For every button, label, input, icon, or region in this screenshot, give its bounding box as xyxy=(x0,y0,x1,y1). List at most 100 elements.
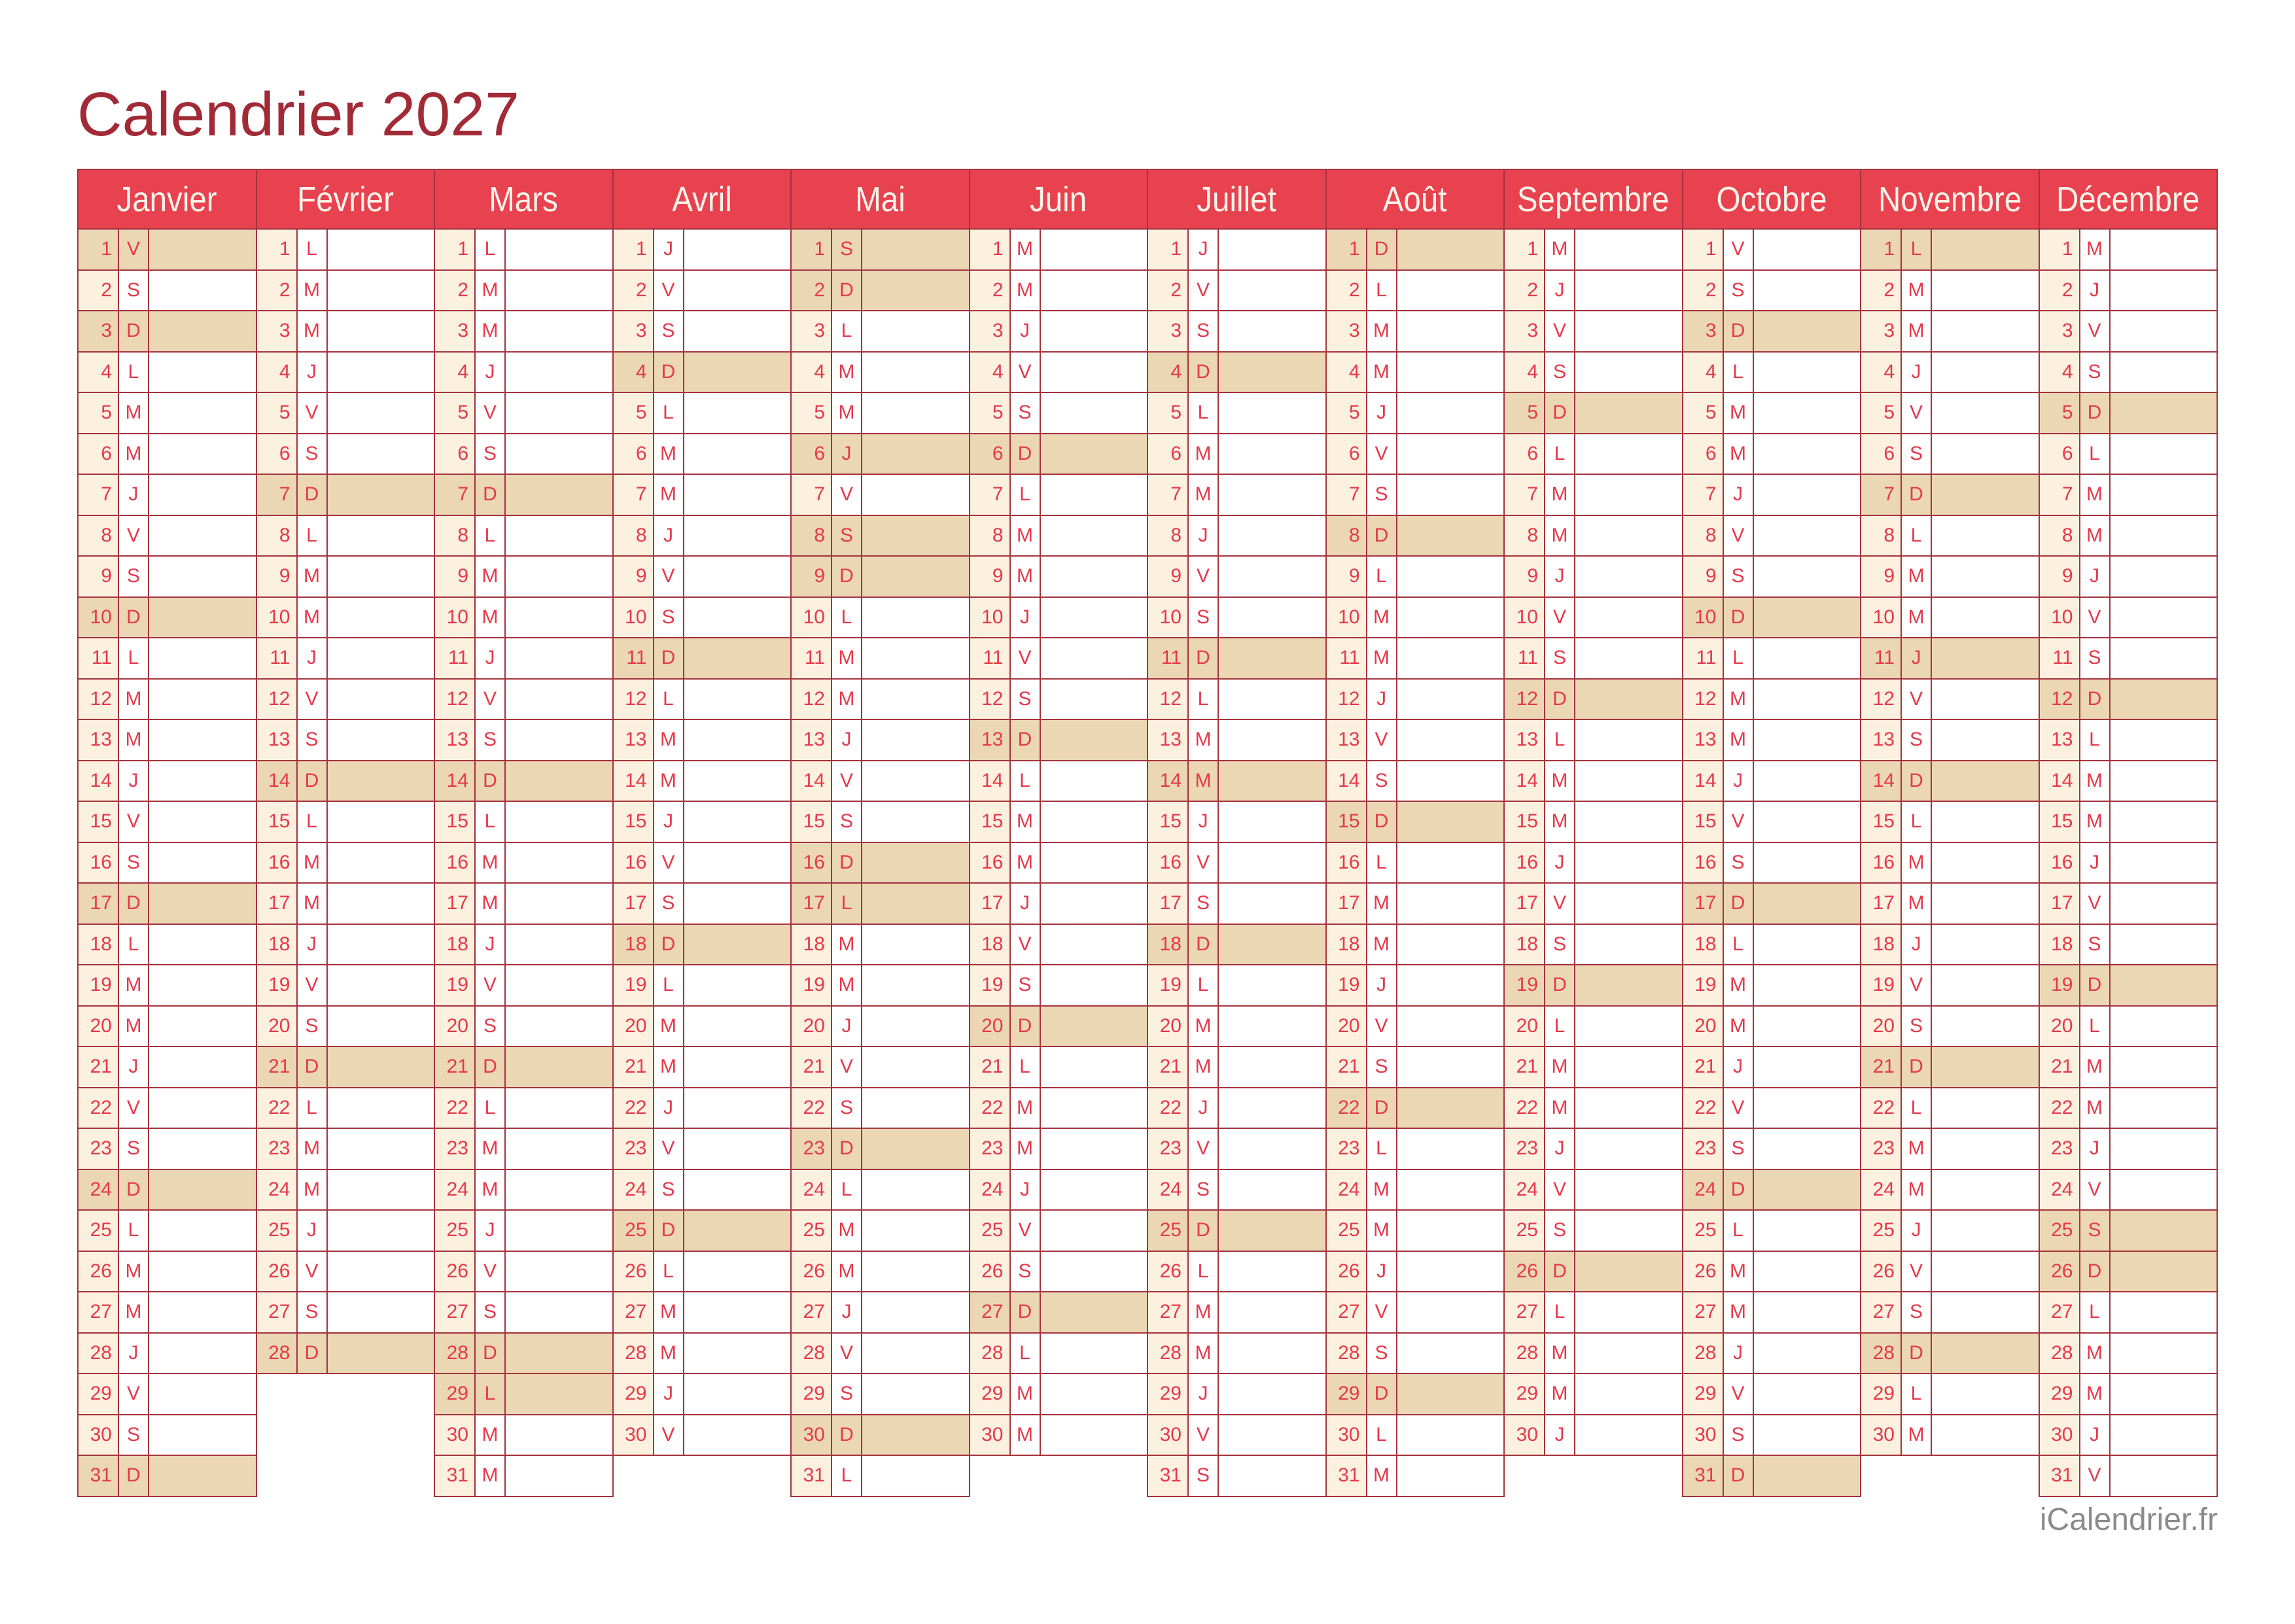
weekday-letter-cell: L xyxy=(1723,1211,1754,1252)
weekday-letter-cell: M xyxy=(1367,924,1397,965)
day-row: 20 M xyxy=(1147,1006,1327,1047)
notes-filler-cell xyxy=(1753,515,1861,557)
day-number-cell: 1 xyxy=(1681,230,1724,271)
weekday-letter-cell: D xyxy=(2080,965,2111,1007)
notes-filler-cell xyxy=(149,434,257,475)
day-number-cell: 24 xyxy=(1147,1169,1189,1211)
weekday-letter-cell: J xyxy=(1010,1169,1041,1211)
day-number-cell: 16 xyxy=(612,842,654,884)
weekday-letter-cell: M xyxy=(1367,311,1397,353)
day-number-cell: 27 xyxy=(1681,1292,1724,1334)
day-row: 15 V xyxy=(77,802,257,843)
notes-filler-cell xyxy=(1932,1006,2040,1047)
notes-filler-cell xyxy=(149,475,257,516)
day-row: 13 M xyxy=(77,720,257,761)
day-row: 24 V xyxy=(1503,1169,1683,1211)
weekday-letter-cell: M xyxy=(1902,1169,1932,1211)
day-number-cell: 2 xyxy=(968,270,1011,311)
notes-filler-cell xyxy=(1575,1088,1683,1129)
notes-filler-cell xyxy=(2110,679,2218,720)
day-number-cell: 3 xyxy=(2038,311,2080,353)
notes-filler-cell xyxy=(506,1292,614,1334)
notes-filler-cell xyxy=(327,1088,435,1129)
month-column-fevrier: Février 1 L 2 M 3 M 4 J 5 V 6 S 7 D 8 L 9 M 10 M 11 J 12 V 13 S 14 D… xyxy=(255,169,435,1374)
notes-filler-cell xyxy=(2110,1251,2218,1292)
day-row-highlighted: 14 D xyxy=(255,761,435,802)
day-number-cell: 15 xyxy=(968,802,1011,843)
day-number-cell: 29 xyxy=(1147,1374,1189,1415)
day-row: 27 M xyxy=(612,1292,792,1334)
notes-filler-cell xyxy=(327,842,435,884)
notes-filler-cell xyxy=(1219,924,1327,965)
day-number-cell: 5 xyxy=(1860,393,1902,434)
day-row: 15 L xyxy=(255,802,435,843)
weekday-letter-cell: J xyxy=(1367,393,1397,434)
notes-filler-cell xyxy=(1219,434,1327,475)
notes-filler-cell xyxy=(1219,475,1327,516)
day-row-highlighted: 14 M xyxy=(1147,761,1327,802)
weekday-letter-cell: V xyxy=(1189,842,1219,884)
notes-filler-cell xyxy=(1040,1088,1148,1129)
day-row: 29 J xyxy=(1147,1374,1327,1415)
notes-filler-cell xyxy=(1219,884,1327,925)
page-title: Calendrier 2027 xyxy=(77,80,519,149)
month-name-label: Juillet xyxy=(1197,179,1276,219)
notes-filler-cell xyxy=(1397,1456,1505,1497)
weekday-letter-cell: V xyxy=(832,1333,862,1374)
month-column-mars: Mars 1 L 2 M 3 M 4 J 5 V 6 S 7 D 8 L 9 M 10 M 11 J 12 V 13 S 14 D 15 L… xyxy=(434,169,614,1497)
notes-filler-cell xyxy=(1753,1211,1861,1252)
day-number-cell: 30 xyxy=(1860,1415,1902,1456)
day-number-cell: 11 xyxy=(612,638,654,680)
day-number-cell: 22 xyxy=(968,1088,1011,1129)
weekday-letter-cell: S xyxy=(297,720,328,761)
notes-filler-cell xyxy=(149,884,257,925)
day-number-cell: 4 xyxy=(1503,352,1545,393)
weekday-letter-cell: M xyxy=(1902,311,1932,353)
weekday-letter-cell: D xyxy=(476,1333,506,1374)
day-row: 21 J xyxy=(77,1047,257,1088)
weekday-letter-cell: M xyxy=(1189,1047,1219,1088)
notes-filler-cell xyxy=(1753,1088,1861,1129)
day-number-cell: 3 xyxy=(790,311,832,353)
day-number-cell: 28 xyxy=(1503,1333,1545,1374)
day-row-highlighted: 15 D xyxy=(1325,802,1505,843)
weekday-letter-cell: J xyxy=(119,761,149,802)
day-number-cell: 24 xyxy=(968,1169,1011,1211)
day-row: 17 V xyxy=(2038,884,2218,925)
weekday-letter-cell: J xyxy=(297,924,328,965)
day-row: 12 L xyxy=(1147,679,1327,720)
day-number-cell: 16 xyxy=(1147,842,1189,884)
weekday-letter-cell: S xyxy=(1367,1333,1397,1374)
notes-filler-cell xyxy=(1397,1292,1505,1334)
day-row-highlighted: 28 D xyxy=(1860,1333,2040,1374)
day-row: 19 L xyxy=(612,965,792,1007)
day-number-cell: 24 xyxy=(790,1169,832,1211)
notes-filler-cell xyxy=(684,1129,792,1170)
month-header: Octobre xyxy=(1681,169,1861,230)
notes-filler-cell xyxy=(1575,1169,1683,1211)
day-number-cell: 14 xyxy=(1860,761,1902,802)
notes-filler-cell xyxy=(149,1211,257,1252)
notes-filler-cell xyxy=(1932,802,2040,843)
month-name-label: Août xyxy=(1382,179,1447,219)
weekday-letter-cell: M xyxy=(1367,1211,1397,1252)
notes-filler-cell xyxy=(684,1088,792,1129)
weekday-letter-cell: V xyxy=(2080,597,2111,638)
day-number-cell: 8 xyxy=(1325,515,1367,557)
day-number-cell: 12 xyxy=(255,679,298,720)
month-name-label: Mai xyxy=(854,179,905,219)
notes-filler-cell xyxy=(1753,475,1861,516)
notes-filler-cell xyxy=(1040,884,1148,925)
day-row: 23 V xyxy=(612,1129,792,1170)
day-row: 18 S xyxy=(2038,924,2218,965)
